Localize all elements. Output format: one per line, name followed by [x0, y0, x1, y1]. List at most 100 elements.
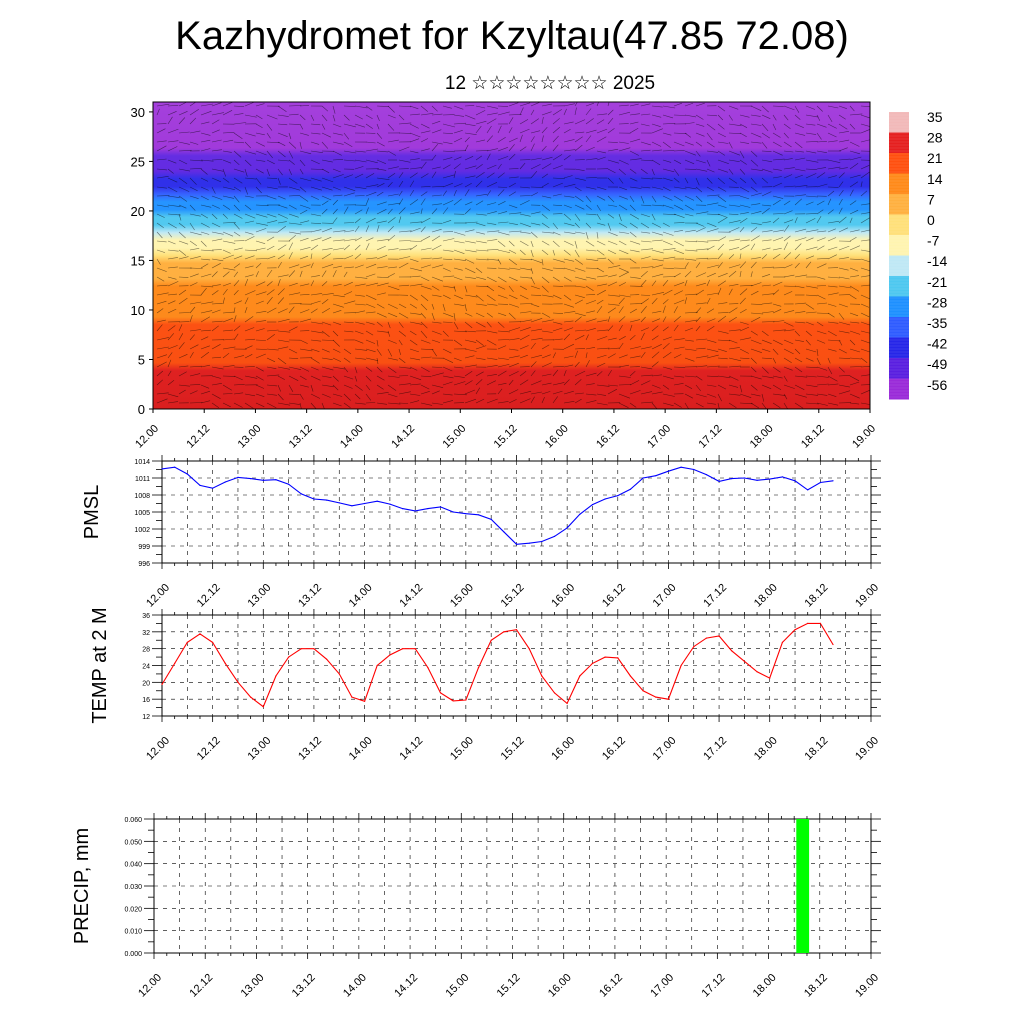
wind-barb: [827, 105, 839, 109]
wind-barb: [728, 393, 741, 396]
wind-barb: [211, 271, 218, 278]
wind-barb: [684, 319, 698, 323]
wind-barb: [442, 249, 454, 252]
wind-barb: [541, 204, 550, 211]
wind-barb: [849, 330, 861, 335]
colorbar-label: -7: [927, 233, 940, 249]
wind-barb: [420, 285, 432, 290]
data-point: [680, 664, 682, 667]
wind-barb: [596, 186, 607, 190]
wind-barb: [376, 114, 380, 122]
wind-barb: [178, 324, 183, 332]
wind-barb: [277, 168, 283, 176]
wind-barb: [365, 225, 370, 233]
wind-barb: [706, 159, 711, 167]
wind-barb: [321, 236, 332, 242]
wind-barb: [794, 194, 806, 197]
wind-barb: [761, 330, 769, 336]
wind-barb: [541, 344, 550, 350]
wind-barb: [596, 213, 601, 220]
wind-barb: [750, 312, 764, 315]
wind-barb: [761, 207, 770, 215]
wind-barb: [772, 289, 780, 296]
wind-barb: [475, 213, 487, 216]
wind-barb: [442, 303, 446, 312]
wind-barb: [288, 366, 302, 370]
wind-barb: [354, 173, 364, 179]
wind-barb: [387, 193, 399, 197]
x-tick-label: 13.00: [245, 735, 273, 763]
wind-barb: [310, 308, 318, 314]
wind-barb: [684, 204, 694, 211]
wind-barb: [695, 347, 706, 350]
wind-barb: [596, 362, 606, 368]
wind-barb: [178, 384, 190, 387]
wind-barb: [695, 195, 703, 203]
wind-barb: [805, 123, 816, 126]
wind-barb: [574, 168, 585, 171]
wind-barb: [662, 150, 675, 152]
wind-barb: [387, 139, 399, 143]
wind-barb: [332, 310, 342, 314]
wind-barb: [376, 282, 389, 287]
wind-barb: [167, 222, 177, 229]
wind-barb: [827, 228, 836, 233]
wind-barb: [838, 198, 843, 206]
wind-barb: [486, 190, 491, 197]
wind-barb: [640, 332, 645, 341]
wind-barb: [860, 384, 870, 386]
wind-barb: [288, 348, 298, 354]
wind-barb: [673, 132, 687, 134]
wind-barb: [200, 310, 213, 314]
wind-barb: [255, 281, 266, 287]
wind-barb: [838, 114, 846, 120]
wind-barb: [750, 192, 762, 197]
wind-barb: [596, 150, 606, 154]
wind-barb: [574, 294, 585, 298]
wind-barb: [574, 285, 586, 288]
wind-barb: [266, 132, 271, 139]
wind-barb: [651, 222, 661, 228]
wind-barb: [838, 190, 844, 197]
x-tick-label: 13.12: [296, 582, 324, 610]
wind-barb: [673, 306, 678, 314]
wind-barb: [497, 276, 507, 283]
wind-barb: [541, 163, 552, 170]
wind-barb: [453, 303, 465, 306]
wind-barb: [387, 273, 395, 278]
wind-barb: [464, 136, 470, 143]
wind-barb: [310, 339, 322, 342]
wind-barb: [585, 352, 588, 359]
wind-barb: [343, 114, 350, 121]
wind-barb: [794, 262, 800, 269]
wind-barb: [398, 159, 411, 163]
wind-barb: [486, 380, 496, 386]
colorbar-label: -28: [927, 294, 947, 310]
wind-barb: [376, 209, 387, 215]
x-tick-label: 12.00: [133, 423, 161, 451]
wind-barb: [156, 267, 167, 272]
wind-barb: [860, 217, 870, 224]
wind-barb: [761, 230, 773, 233]
wind-barb: [783, 402, 789, 409]
wind-barb: [849, 181, 859, 188]
wind-barb: [783, 114, 789, 121]
wind-barb: [574, 131, 585, 134]
wind-barb: [508, 276, 518, 282]
wind-barb: [431, 144, 439, 152]
wind-barb: [739, 159, 747, 165]
wind-barb: [200, 110, 212, 116]
wind-barb: [794, 217, 798, 224]
y-tick-label: 16: [142, 697, 150, 704]
wind-barb: [321, 384, 334, 388]
wind-barb: [431, 366, 443, 368]
wind-barb: [651, 159, 661, 166]
wind-barb: [838, 131, 849, 134]
wind-barb: [794, 132, 806, 136]
wind-barb: [189, 168, 202, 170]
wind-barb: [255, 328, 265, 332]
wind-barb: [794, 366, 803, 373]
wind-barb: [365, 257, 378, 260]
wind-barb: [277, 274, 289, 278]
wind-barb: [629, 258, 637, 264]
